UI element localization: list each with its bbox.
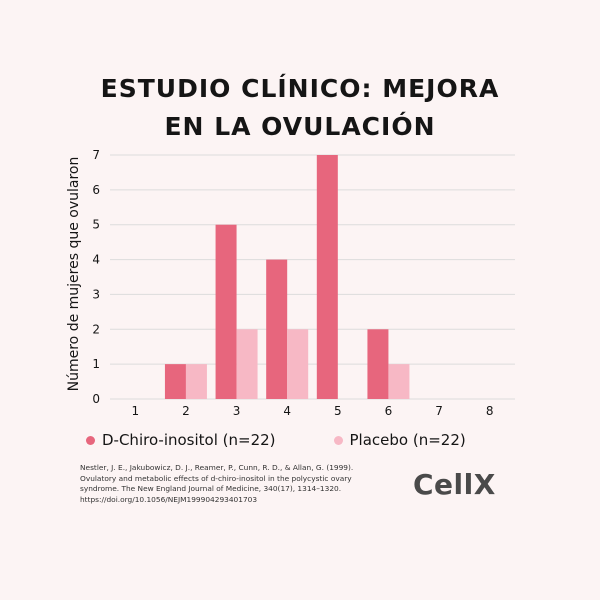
- bar-series2: [236, 329, 258, 399]
- chart-title: ESTUDIO CLÍNICO: MEJORA EN LA OVULACIÓN: [0, 70, 600, 146]
- bar-series1: [316, 155, 338, 399]
- legend-swatch-series1: [86, 435, 95, 445]
- legend-label-series1: D-Chiro-inositol (n=22): [102, 431, 276, 449]
- bar-series1: [164, 364, 186, 399]
- y-tick-label: 3: [92, 287, 100, 301]
- y-tick-label: 6: [92, 183, 100, 197]
- legend-item-series2: Placebo (n=22): [333, 431, 466, 449]
- bar-series1: [266, 259, 288, 399]
- bar-series1: [215, 224, 237, 399]
- x-tick-label: 7: [435, 404, 443, 418]
- x-tick-label: 4: [283, 404, 291, 418]
- x-tick-label: 5: [334, 404, 342, 418]
- bar-series1: [367, 329, 389, 399]
- title-line-1: ESTUDIO CLÍNICO: MEJORA: [100, 74, 500, 103]
- legend: D-Chiro-inositol (n=22) Placebo (n=22): [86, 431, 524, 449]
- title-line-2: EN LA OVULACIÓN: [164, 112, 436, 141]
- bar-series2: [185, 364, 207, 399]
- brand-logo: CellX: [413, 468, 496, 501]
- y-tick-label: 0: [92, 392, 100, 406]
- y-tick-label: 4: [92, 253, 100, 267]
- x-tick-label: 3: [233, 404, 241, 418]
- y-tick-label: 5: [92, 218, 100, 232]
- citation: Nestler, J. E., Jakubowicz, D. J., Reame…: [80, 463, 354, 504]
- x-tick-label: 1: [131, 404, 139, 418]
- y-tick-label: 2: [92, 322, 100, 336]
- y-axis-label-container: Número de mujeres que ovularon: [60, 140, 88, 408]
- legend-swatch-series2: [333, 435, 343, 445]
- legend-item-series1: D-Chiro-inositol (n=22): [86, 431, 276, 449]
- y-tick-label: 7: [92, 148, 100, 162]
- legend-label-series2: Placebo (n=22): [349, 431, 466, 449]
- y-axis-label: Número de mujeres que ovularon: [66, 156, 82, 392]
- x-tick-label: 6: [385, 404, 393, 418]
- bar-series2: [388, 364, 410, 399]
- bar-series2: [287, 329, 309, 399]
- y-tick-label: 1: [92, 357, 100, 371]
- x-tick-label: 8: [486, 404, 494, 418]
- x-tick-label: 2: [182, 404, 190, 418]
